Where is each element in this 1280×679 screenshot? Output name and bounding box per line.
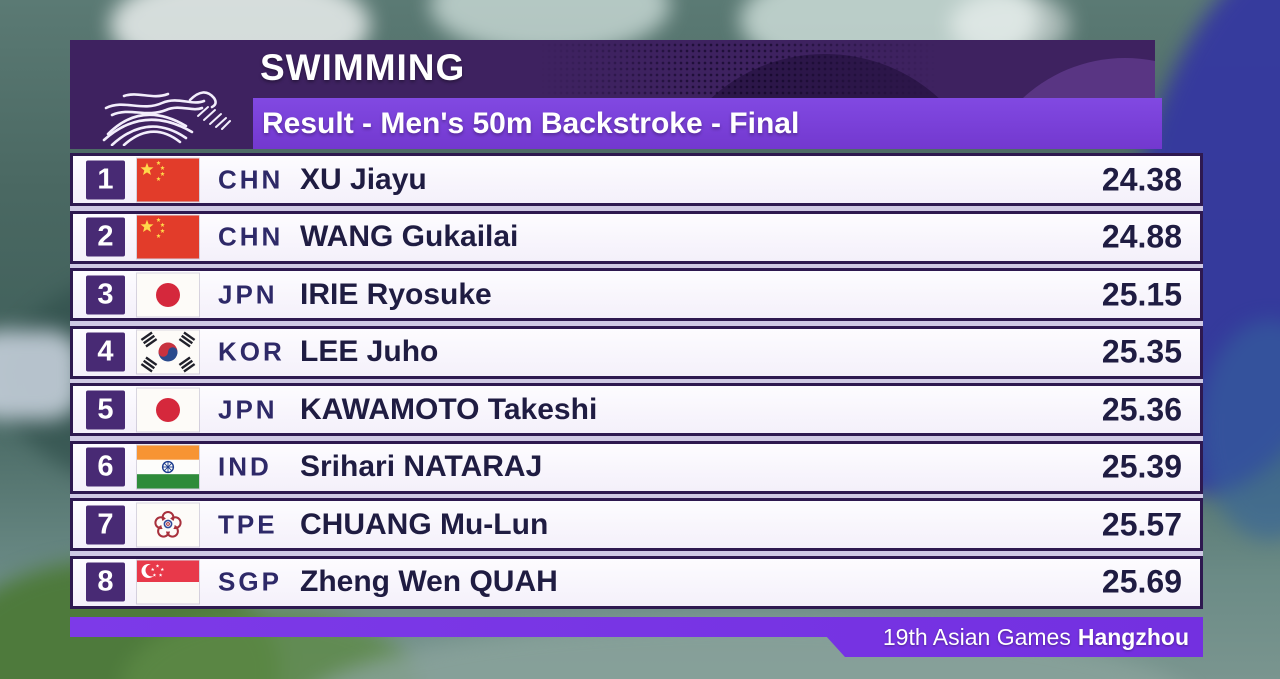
result-time: 25.69 <box>1101 563 1182 600</box>
athlete-name: LEE Juho <box>300 335 439 368</box>
country-code: CHN <box>218 221 284 252</box>
backstroke-swimmer-icon <box>102 91 231 146</box>
poolside-structure-blur <box>0 330 80 420</box>
athlete-name: IRIE Ryosuke <box>300 277 492 311</box>
country-code: IND <box>218 451 272 482</box>
result-row: 3 JPN IRIE Ryosuke 25.15 <box>70 268 1203 321</box>
country-code: SGP <box>218 566 282 597</box>
halftone-pattern <box>540 42 960 96</box>
rank-badge: 4 <box>86 332 125 372</box>
flag-singapore-icon <box>136 559 200 605</box>
country-code: TPE <box>218 509 278 539</box>
athlete-name: Zheng Wen QUAH <box>300 565 558 598</box>
result-time: 25.36 <box>1101 391 1182 427</box>
rank-badge: 2 <box>86 217 125 257</box>
result-time: 25.15 <box>1101 276 1182 312</box>
flag-india-icon <box>136 444 200 490</box>
event-subtitle: Result - Men's 50m Backstroke - Final <box>262 106 800 140</box>
sport-title: SWIMMING <box>260 47 466 88</box>
result-row: 6 IND Srihari NATARAJ 25.39 <box>70 440 1203 494</box>
results-graphic: SWIMMING Result - Men's 50m Backstroke -… <box>70 40 1203 658</box>
event-subtitle-bar: Result - Men's 50m Backstroke - Final <box>253 98 1162 149</box>
rank-badge: 1 <box>86 160 125 199</box>
results-table: 1 CHN XU Jiayu 24.38 2 CHN WANG Gukailai… <box>70 153 1203 609</box>
athlete-name: Srihari NATARAJ <box>300 450 543 483</box>
athlete-name: KAWAMOTO Takeshi <box>300 392 598 426</box>
result-row: 8 SGP Zheng Wen QUAH 25.69 <box>70 555 1203 609</box>
rank-badge: 8 <box>86 562 125 602</box>
result-time: 24.88 <box>1101 218 1182 255</box>
country-code: KOR <box>218 336 285 367</box>
flag-japan-icon <box>136 272 200 317</box>
country-code: JPN <box>218 279 278 309</box>
result-time: 25.57 <box>1101 506 1182 542</box>
athlete-name: XU Jiayu <box>300 162 427 196</box>
result-time: 24.38 <box>1101 161 1182 197</box>
games-label: 19th Asian Games <box>882 624 1071 650</box>
flag-chinese-taipei-icon <box>136 502 200 547</box>
result-time: 25.35 <box>1101 333 1182 370</box>
result-row: 2 CHN WANG Gukailai 24.88 <box>70 210 1203 264</box>
rank-badge: 7 <box>86 505 125 544</box>
result-row: 1 CHN XU Jiayu 24.38 <box>70 153 1203 206</box>
result-row: 4 KOR LEE Juho 25.35 <box>70 325 1203 379</box>
athlete-name: CHUANG Mu-Lun <box>300 507 549 541</box>
flag-south-korea-icon <box>136 329 200 375</box>
rank-badge: 6 <box>86 447 125 487</box>
sport-pictogram-block <box>70 40 253 149</box>
footer-text: 19th Asian Games Hangzhou <box>883 617 1189 657</box>
result-time: 25.39 <box>1101 448 1182 485</box>
athlete-name: WANG Gukailai <box>300 220 519 253</box>
flag-china-icon <box>136 157 200 202</box>
result-row: 7 TPE CHUANG Mu-Lun 25.57 <box>70 498 1203 551</box>
country-code: JPN <box>218 394 278 424</box>
country-code: CHN <box>218 164 284 194</box>
host-city-label: Hangzhou <box>1077 624 1189 650</box>
flag-china-icon <box>136 214 200 260</box>
flag-japan-icon <box>136 387 200 432</box>
rank-badge: 5 <box>86 390 125 429</box>
footer-ribbon: 19th Asian Games Hangzhou <box>70 617 1203 657</box>
result-row: 5 JPN KAWAMOTO Takeshi 25.36 <box>70 383 1203 436</box>
rank-badge: 3 <box>86 275 125 314</box>
